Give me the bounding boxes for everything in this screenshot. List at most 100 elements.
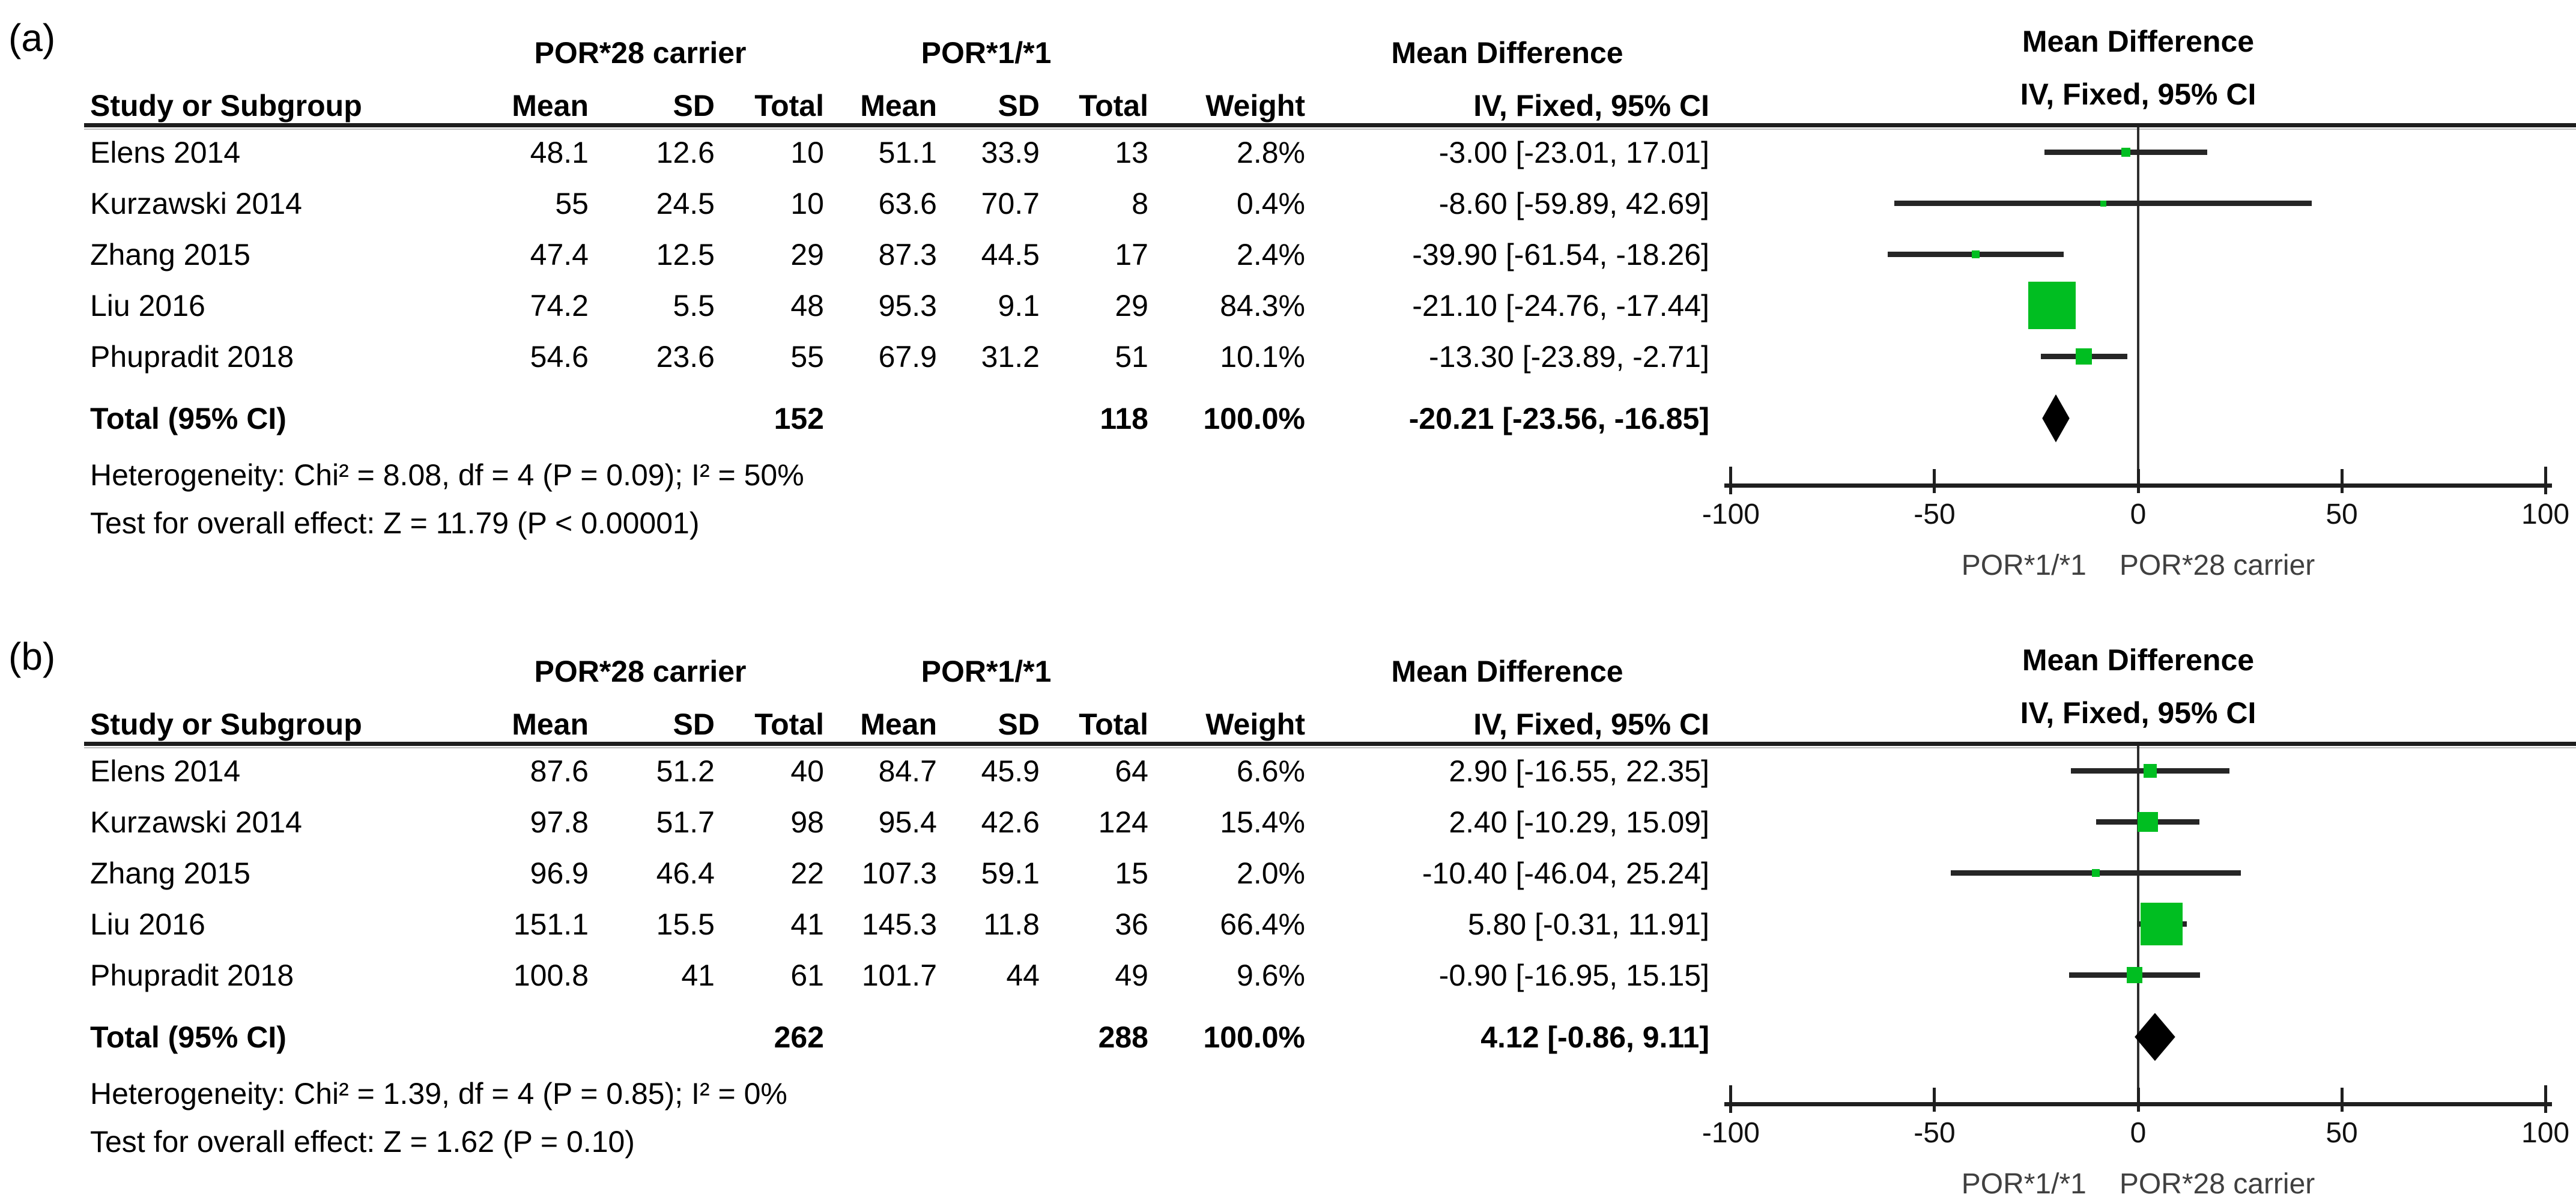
study-name: Phupradit 2018 — [90, 958, 294, 992]
group2-total: 8 — [1132, 186, 1148, 220]
study-name: Kurzawski 2014 — [90, 805, 302, 839]
group1-total: 10 — [790, 135, 824, 169]
study-row: Liu 2016 74.2 5.5 48 95.3 9.1 29 84.3% -21.10 [-… — [90, 280, 1709, 331]
axis-tick-label: 100 — [2521, 498, 2570, 530]
study-name: Elens 2014 — [90, 135, 241, 169]
group1-header: POR*28 carrier — [534, 36, 747, 70]
plot-effect-header: Mean Difference — [2022, 25, 2255, 58]
study-table: POR*28 carrier POR*1/*1 Mean Difference … — [90, 25, 1709, 547]
group2-total: 124 — [1098, 805, 1148, 839]
group2-mean: 95.3 — [878, 288, 937, 323]
col-effect-ci: IV, Fixed, 95% CI — [1473, 89, 1709, 123]
favours-left-label: POR*1/*1 — [1961, 550, 2087, 581]
group-header-row: POR*28 carrier POR*1/*1 Mean Difference — [90, 644, 1709, 699]
col-study: Study or Subgroup — [90, 708, 362, 741]
axis-tick — [1729, 1085, 1733, 1113]
group1-sd: 12.6 — [656, 135, 715, 169]
group-header-row: POR*28 carrier POR*1/*1 Mean Difference — [90, 25, 1709, 80]
group2-total-sum: 118 — [1100, 401, 1148, 435]
study-name: Zhang 2015 — [90, 856, 250, 890]
total-row: Total (95% CI) 152 118 100.0% -20.21 [-23.56… — [90, 393, 1709, 444]
weight-value: 9.6% — [1237, 958, 1305, 992]
col-total-2: Total — [1079, 708, 1148, 741]
study-row: Phupradit 2018 100.8 41 61 101.7 44 49 9.6% -0.9… — [90, 950, 1709, 1001]
overall-effect-text: Test for overall effect: Z = 1.62 (P = 0… — [90, 1125, 635, 1159]
plot-effect-header: Mean Difference — [2022, 643, 2255, 677]
group1-sd: 41 — [681, 958, 715, 992]
summary-diamond — [2135, 1013, 2175, 1061]
group1-header: POR*28 carrier — [534, 655, 747, 688]
total-effect-ci: 4.12 [-0.86, 9.11] — [1480, 1020, 1709, 1054]
column-header-row: Study or Subgroup Mean SD Total Mean SD … — [90, 699, 1709, 742]
axis-direction-labels: POR*1/*1 POR*28 carrier — [1748, 549, 2529, 582]
forest-panel-a: (a) POR*28 carrier POR*1/*1 Mean Differe… — [0, 0, 2576, 584]
group2-mean: 101.7 — [861, 958, 937, 992]
effect-column-header: Mean Difference — [1391, 655, 1623, 688]
overall-effect-text: Test for overall effect: Z = 11.79 (P < … — [90, 506, 700, 540]
effect-square — [2141, 903, 2183, 945]
effect-ci-text: -3.00 [-23.01, 17.01] — [1438, 135, 1709, 169]
col-total-2: Total — [1079, 89, 1148, 123]
group2-mean: 63.6 — [878, 186, 937, 220]
group2-mean: 107.3 — [861, 856, 937, 890]
group1-sd: 46.4 — [656, 856, 715, 890]
group2-total: 64 — [1115, 754, 1148, 788]
study-table: POR*28 carrier POR*1/*1 Mean Difference … — [90, 644, 1709, 1166]
total-label: Total (95% CI) — [90, 1020, 286, 1054]
axis-tick-label: -100 — [1702, 498, 1760, 530]
col-effect-ci: IV, Fixed, 95% CI — [1473, 708, 1709, 741]
study-rows: Elens 2014 87.6 51.2 40 84.7 45.9 64 6.6% 2.90 [… — [90, 742, 1709, 1001]
axis-tick — [1729, 467, 1733, 494]
group2-total-sum: 288 — [1098, 1020, 1148, 1054]
col-total-1: Total — [754, 89, 824, 123]
col-weight: Weight — [1205, 89, 1305, 123]
effect-square — [2138, 811, 2159, 832]
weight-value: 15.4% — [1220, 805, 1305, 839]
group1-mean: 47.4 — [530, 237, 589, 271]
group1-sd: 23.6 — [656, 339, 715, 374]
group1-total-sum: 262 — [774, 1020, 824, 1054]
axis-tick — [2544, 467, 2547, 494]
study-name: Liu 2016 — [90, 288, 205, 323]
col-sd-2: SD — [998, 89, 1040, 123]
effect-ci-text: -8.60 [-59.89, 42.69] — [1438, 186, 1709, 220]
effect-ci-text: 2.40 [-10.29, 15.09] — [1449, 805, 1709, 839]
axis-tick-label: 50 — [2326, 498, 2358, 530]
effect-ci-text: -10.40 [-46.04, 25.24] — [1422, 856, 1709, 890]
axis-tick-label: -50 — [1914, 1117, 1956, 1149]
study-row: Liu 2016 151.1 15.5 41 145.3 11.8 36 66.4% 5.80 … — [90, 898, 1709, 950]
effect-ci-text: -21.10 [-24.76, -17.44] — [1412, 288, 1709, 323]
total-label: Total (95% CI) — [90, 401, 286, 435]
total-weight: 100.0% — [1203, 1020, 1305, 1054]
header-rule-shadow — [84, 129, 2576, 130]
group2-total: 51 — [1115, 339, 1148, 374]
axis-tick — [2136, 1088, 2140, 1112]
study-name: Zhang 2015 — [90, 237, 250, 271]
group2-header: POR*1/*1 — [921, 655, 1052, 688]
effect-ci-text: -0.90 [-16.95, 15.15] — [1438, 958, 1709, 992]
group1-total: 40 — [790, 754, 824, 788]
panel-letter: (b) — [8, 635, 56, 678]
col-sd-1: SD — [673, 89, 715, 123]
group2-mean: 67.9 — [878, 339, 937, 374]
group1-mean: 151.1 — [513, 907, 589, 941]
group1-total: 98 — [790, 805, 824, 839]
group2-mean: 95.4 — [878, 805, 937, 839]
group1-mean: 55 — [555, 186, 589, 220]
group2-header: POR*1/*1 — [921, 36, 1052, 70]
weight-value: 2.8% — [1237, 135, 1305, 169]
group1-mean: 48.1 — [530, 135, 589, 169]
group2-mean: 145.3 — [861, 907, 937, 941]
header-rule — [84, 742, 2576, 746]
group1-mean: 54.6 — [530, 339, 589, 374]
col-study: Study or Subgroup — [90, 89, 362, 123]
group1-sd: 15.5 — [656, 907, 715, 941]
column-header-row: Study or Subgroup Mean SD Total Mean SD … — [90, 80, 1709, 123]
axis-tick — [2340, 1088, 2344, 1112]
study-name: Liu 2016 — [90, 907, 205, 941]
weight-value: 6.6% — [1237, 754, 1305, 788]
group2-total: 13 — [1115, 135, 1148, 169]
study-name: Phupradit 2018 — [90, 339, 294, 374]
group2-total: 49 — [1115, 958, 1148, 992]
